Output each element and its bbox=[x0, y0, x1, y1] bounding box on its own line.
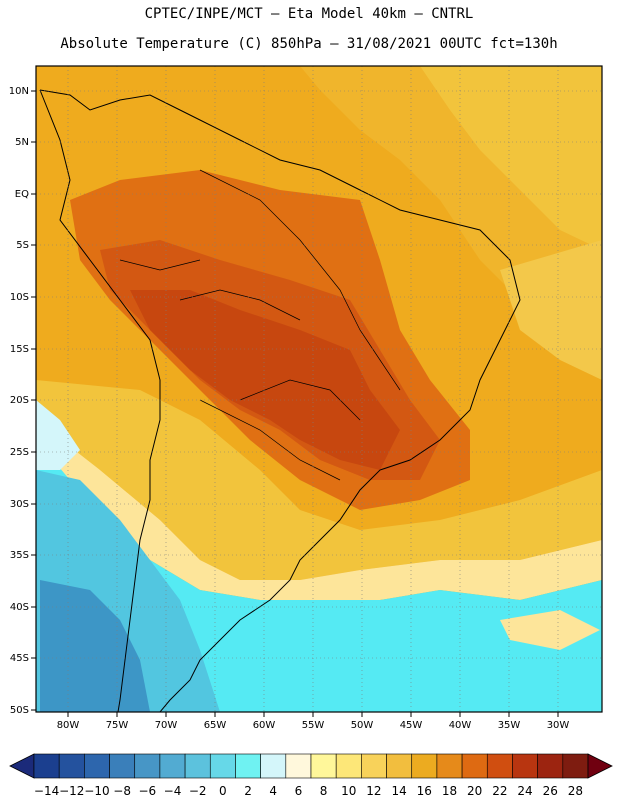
lat-label: 30S bbox=[10, 499, 29, 510]
plot-frame bbox=[35, 65, 603, 713]
ticks bbox=[31, 90, 559, 717]
colorbar-labels: −14 −12 −10 −8 −6 −4 −2 0 2 4 6 8 10 12 14 16 18 20 22 24 26… bbox=[34, 784, 583, 798]
lat-label: 45S bbox=[10, 653, 29, 664]
title-field-line: Absolute Temperature (C) 850hPa – 31/08/… bbox=[60, 36, 558, 52]
colorbar-box bbox=[84, 753, 110, 779]
colorbar-box bbox=[134, 753, 161, 779]
lat-label: 20S bbox=[10, 395, 29, 406]
field-northeast-mild bbox=[420, 66, 602, 250]
lat-label: 5S bbox=[16, 240, 29, 251]
lon-label: 40W bbox=[449, 720, 472, 731]
colorbar-box bbox=[436, 753, 463, 779]
lon-label: 30W bbox=[547, 720, 570, 731]
lon-label: 35W bbox=[498, 720, 521, 731]
colorbar-label: 12 bbox=[366, 784, 381, 798]
colorbar-label: −12 bbox=[59, 784, 84, 798]
lon-label: 75W bbox=[106, 720, 129, 731]
colorbar-box bbox=[386, 753, 413, 779]
colorbar-box bbox=[461, 753, 488, 779]
colorbar-box bbox=[361, 753, 387, 779]
coast-east bbox=[39, 89, 521, 712]
colorbar-label: 28 bbox=[568, 784, 583, 798]
colorbar-label: 24 bbox=[517, 784, 532, 798]
lon-label: 65W bbox=[204, 720, 227, 731]
colorbar-label: 8 bbox=[320, 784, 328, 798]
lon-labels: 80W 75W 70W 65W 60W 55W 50W 45W 40W 35W … bbox=[57, 720, 570, 731]
colorbar-label: 10 bbox=[341, 784, 356, 798]
country-borders bbox=[119, 169, 401, 481]
colorbar-label: −14 bbox=[34, 784, 59, 798]
colorbar-label: 18 bbox=[442, 784, 457, 798]
colorbar-label: −4 bbox=[164, 784, 182, 798]
lat-label: 5N bbox=[15, 137, 29, 148]
lon-label: 80W bbox=[57, 720, 80, 731]
lon-label: 60W bbox=[253, 720, 276, 731]
colorbar-box bbox=[109, 753, 136, 779]
lon-label: 50W bbox=[351, 720, 374, 731]
colorbar-box bbox=[537, 753, 564, 779]
colorbar-label: 16 bbox=[417, 784, 432, 798]
colorbar-box bbox=[235, 753, 261, 779]
colorbar-over-arrow bbox=[587, 753, 613, 779]
lon-label: 70W bbox=[155, 720, 178, 731]
colorbar-box bbox=[184, 753, 211, 779]
colorbar-box bbox=[310, 753, 337, 779]
lat-label: 25S bbox=[10, 447, 29, 458]
colorbar-box bbox=[335, 753, 362, 779]
colorbar-box bbox=[285, 753, 312, 779]
colorbar-box bbox=[58, 753, 85, 779]
field-east-mild bbox=[500, 240, 602, 380]
colorbar-label: 4 bbox=[269, 784, 277, 798]
colorbar-label: −2 bbox=[189, 784, 207, 798]
field-south-mild bbox=[36, 380, 602, 580]
colorbar-under-arrow bbox=[9, 753, 35, 779]
colorbar-label: 6 bbox=[295, 784, 303, 798]
colorbar-label: 26 bbox=[543, 784, 558, 798]
colorbar-label: 20 bbox=[467, 784, 482, 798]
colorbar-label: 0 bbox=[219, 784, 227, 798]
colorbar-box bbox=[260, 753, 287, 779]
lat-label: 10S bbox=[10, 292, 29, 303]
colorbar-label: −8 bbox=[113, 784, 131, 798]
field-southeast-patch bbox=[500, 610, 600, 650]
field-pacific-pale bbox=[36, 400, 80, 470]
colorbar-box bbox=[411, 753, 438, 779]
lon-label: 45W bbox=[400, 720, 423, 731]
colorbar-label: −10 bbox=[84, 784, 109, 798]
field-south-cool bbox=[36, 420, 602, 600]
coastline bbox=[39, 89, 521, 712]
colorbar-box bbox=[512, 753, 538, 779]
lat-label: 15S bbox=[10, 344, 29, 355]
colorbar-box bbox=[33, 753, 60, 779]
lat-label: EQ bbox=[15, 189, 29, 200]
colorbar-boxes bbox=[33, 753, 589, 779]
lat-labels: 10N 5N EQ 5S 10S 15S 20S 25S 30S 35S 40S… bbox=[9, 86, 29, 716]
field-core-hottest bbox=[130, 290, 400, 470]
lat-label: 10N bbox=[9, 86, 29, 97]
lon-label: 55W bbox=[302, 720, 325, 731]
colorbar-box bbox=[209, 753, 236, 779]
temperature-field bbox=[36, 66, 602, 712]
colorbar: −14 −12 −10 −8 −6 −4 −2 0 2 4 6 8 10 12 14 16 18 20 22 24 26… bbox=[9, 753, 613, 798]
colorbar-label: −6 bbox=[138, 784, 156, 798]
colorbar-box bbox=[159, 753, 186, 779]
coast-west bbox=[39, 89, 161, 712]
title-model-line: CPTEC/INPE/MCT – Eta Model 40km – CNTRL bbox=[144, 6, 474, 22]
colorbar-box bbox=[486, 753, 513, 779]
colorbar-box bbox=[562, 753, 589, 779]
colorbar-label: 22 bbox=[492, 784, 507, 798]
colorbar-label: 14 bbox=[391, 784, 406, 798]
lat-label: 50S bbox=[10, 705, 29, 716]
lat-label: 35S bbox=[10, 550, 29, 561]
lat-label: 40S bbox=[10, 602, 29, 613]
colorbar-label: 2 bbox=[244, 784, 252, 798]
